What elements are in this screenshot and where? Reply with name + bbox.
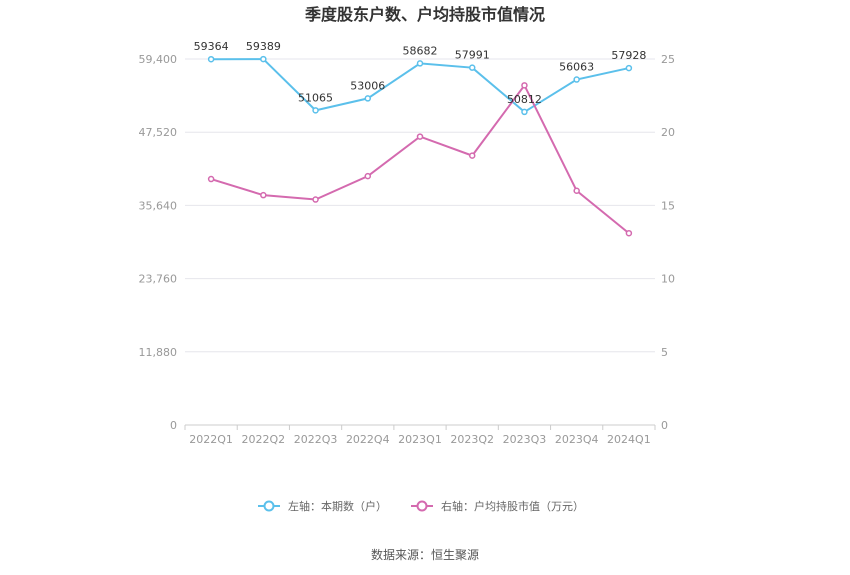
- x-tick-label: 2022Q4: [346, 433, 390, 446]
- legend-marker: [416, 500, 428, 512]
- data-point[interactable]: [207, 55, 215, 63]
- y-left-tick-label: 35,640: [139, 199, 178, 212]
- data-point[interactable]: [312, 107, 319, 114]
- x-tick-label: 2023Q1: [398, 433, 442, 446]
- x-tick-label: 2022Q3: [294, 433, 338, 446]
- data-label: 58682: [403, 44, 438, 57]
- data-point[interactable]: [573, 187, 580, 195]
- series-line-1: [210, 83, 630, 234]
- grid: [185, 58, 655, 353]
- y-left-tick-label: 11,880: [139, 346, 178, 359]
- data-label: 59364: [194, 40, 229, 53]
- y-left-tick-label: 47,520: [139, 126, 178, 139]
- x-tick-label: 2023Q2: [450, 433, 494, 446]
- data-label: 59389: [246, 40, 281, 53]
- data-label: 51065: [298, 91, 333, 104]
- legend[interactable]: 左轴：本期数（户） 右轴：户均持股市值（万元）: [258, 499, 584, 513]
- data-labels: 59364 59389 51065 53006 58682 57991 50812 56063…: [194, 40, 647, 106]
- data-point[interactable]: [468, 64, 476, 71]
- data-point[interactable]: [207, 175, 215, 183]
- data-label: 53006: [350, 79, 385, 92]
- y-left-tick-label: 0: [170, 419, 177, 432]
- data-point[interactable]: [416, 60, 424, 67]
- data-point[interactable]: [521, 82, 528, 89]
- axes: 011,88023,76035,64047,52059,400051015202…: [139, 53, 676, 446]
- data-point[interactable]: [625, 64, 633, 72]
- legend-label: 右轴：户均持股市值（万元）: [441, 499, 584, 513]
- legend-label: 左轴：本期数（户）: [288, 499, 387, 513]
- chart-title: 季度股东户数、户均持股市值情况: [304, 5, 545, 24]
- data-point[interactable]: [260, 191, 267, 199]
- data-point[interactable]: [364, 95, 372, 102]
- y-left-tick-label: 23,760: [139, 273, 178, 286]
- series-layer: [207, 55, 633, 237]
- legend-item-1[interactable]: 右轴：户均持股市值（万元）: [411, 499, 584, 513]
- y-right-tick-label: 10: [661, 273, 675, 286]
- data-label: 57991: [455, 49, 490, 62]
- y-right-tick-label: 15: [661, 199, 675, 212]
- legend-marker: [263, 500, 275, 512]
- y-right-tick-label: 20: [661, 126, 675, 139]
- data-point[interactable]: [521, 108, 528, 116]
- x-tick-label: 2024Q1: [607, 433, 651, 446]
- y-right-tick-label: 25: [661, 53, 675, 66]
- source-note: 数据来源：恒生聚源: [371, 547, 479, 562]
- data-point[interactable]: [468, 152, 476, 159]
- data-point[interactable]: [625, 229, 633, 237]
- data-label: 57928: [611, 49, 646, 62]
- data-label: 50812: [507, 93, 542, 106]
- data-point[interactable]: [416, 133, 424, 140]
- data-point[interactable]: [364, 172, 372, 180]
- y-right-tick-label: 5: [661, 346, 668, 359]
- data-point[interactable]: [312, 196, 319, 203]
- x-tick-label: 2023Q3: [503, 433, 547, 446]
- data-point[interactable]: [260, 55, 267, 63]
- y-left-tick-label: 59,400: [139, 53, 178, 66]
- x-tick-label: 2022Q1: [189, 433, 233, 446]
- data-label: 56063: [559, 61, 594, 74]
- x-tick-label: 2022Q2: [242, 433, 286, 446]
- y-right-tick-label: 0: [661, 419, 668, 432]
- legend-item-0[interactable]: 左轴：本期数（户）: [258, 499, 387, 513]
- data-point[interactable]: [573, 76, 580, 83]
- x-tick-label: 2023Q4: [555, 433, 599, 446]
